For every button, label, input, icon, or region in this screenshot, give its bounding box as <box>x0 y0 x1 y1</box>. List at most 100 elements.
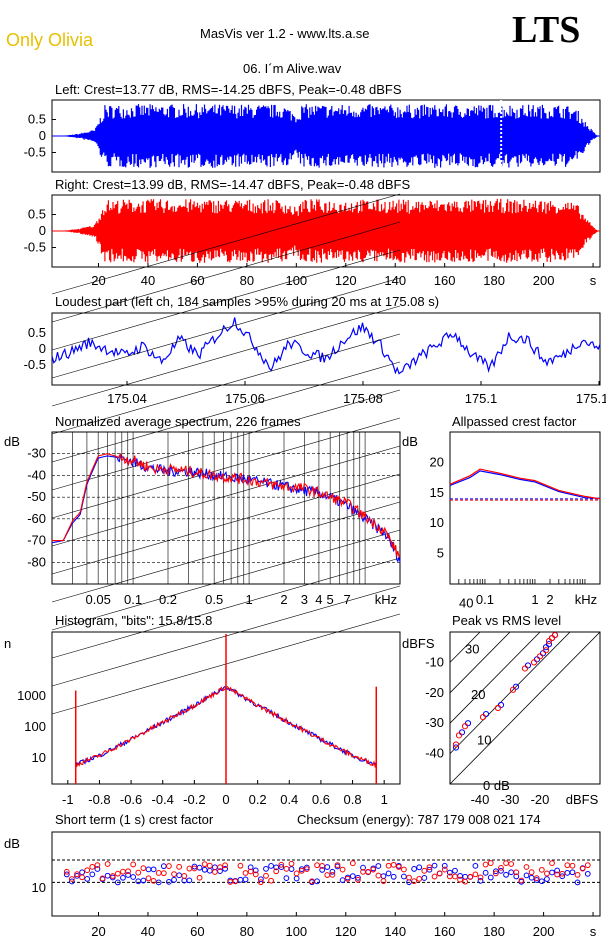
left-short-term-point <box>324 864 331 870</box>
left-short-term-point <box>477 877 484 884</box>
pvr-ytick: -10 <box>425 654 444 669</box>
left-short-term-point <box>554 867 561 874</box>
spectrum-slope-line <box>51 529 401 631</box>
right-short-term-point <box>503 860 509 867</box>
pvr-xtick: -20 <box>531 792 550 807</box>
histogram-xtick: 0.2 <box>249 792 267 807</box>
left-short-term-point <box>498 867 504 874</box>
right-short-term-point <box>395 864 402 870</box>
left-short-term-point <box>564 869 571 876</box>
spectrum-slope-line <box>51 389 401 491</box>
left-short-term-point <box>452 867 458 874</box>
left-short-term-point <box>84 875 91 882</box>
right-short-term-point <box>181 873 188 879</box>
right-short-term-point <box>569 862 576 869</box>
spectrum-slope-line <box>51 221 401 323</box>
allpass-xtick: 1 <box>531 592 538 607</box>
left-short-term-point <box>283 875 290 882</box>
left-short-term-point <box>278 864 285 870</box>
right-short-term-point <box>319 863 326 869</box>
pvr-xtick: dBFS <box>566 792 599 807</box>
short-term-xtick: 180 <box>483 924 505 939</box>
right-short-term-point <box>375 872 382 879</box>
left-short-term-point <box>355 874 361 881</box>
left-short-term-point <box>400 873 407 880</box>
right-short-term-point <box>513 869 520 876</box>
spectrum-xtick: 0.1 <box>124 592 142 607</box>
right-short-term-point <box>406 874 412 881</box>
loudest-ytick: -0.5 <box>24 357 46 372</box>
pvr-diagonal <box>449 631 511 694</box>
right-short-term-point <box>79 874 85 881</box>
right-pvr-point <box>542 647 550 654</box>
spectrum-xtick: kHz <box>375 592 397 607</box>
right-short-term-point <box>263 872 269 879</box>
left-pvr-point <box>533 656 541 663</box>
allpass-xtick: kHz <box>575 592 597 607</box>
allpass-xtick: 2 <box>546 592 553 607</box>
right-short-term-point <box>140 865 147 872</box>
left-short-term-point <box>130 874 137 880</box>
spectrum-slope-line <box>51 277 401 379</box>
histogram-xtick: 0.4 <box>280 792 298 807</box>
spectrum-ylabel: dB <box>4 434 20 449</box>
right-short-term-point <box>349 860 356 867</box>
pvr-title: Peak vs RMS level <box>452 613 562 628</box>
right-short-term-point <box>559 870 566 877</box>
pvr-xtick: -30 <box>501 792 520 807</box>
left-short-term-point <box>441 862 448 869</box>
right-short-term-point <box>201 861 208 868</box>
right-channel-xtick: 180 <box>483 273 505 288</box>
spectrum-slope-line <box>51 445 401 547</box>
allpass-ytick: 5 <box>437 546 444 561</box>
left-short-term-point <box>462 873 469 880</box>
pvr-ytick: -20 <box>425 685 444 700</box>
left-short-term-point <box>421 875 428 881</box>
right-pvr-point <box>494 704 502 712</box>
pvr-diagonal-label: 20 <box>471 687 485 702</box>
allpass-xtick: 0.1 <box>476 592 494 607</box>
loudest-ytick: 0 <box>39 341 46 356</box>
right-short-term-point <box>84 867 91 874</box>
right-short-term-point <box>441 866 448 873</box>
left-pvr-point <box>539 650 547 657</box>
left-short-term-point <box>79 869 85 876</box>
loudest-part-title: Loudest part (left ch, 184 samples >95% … <box>55 294 440 309</box>
right-short-term-point <box>171 871 177 877</box>
left-short-term-point <box>191 863 198 870</box>
histogram-xtick: 0.8 <box>344 792 362 807</box>
left-short-term-point <box>176 872 183 879</box>
checksum-label: Checksum (energy): 787 179 008 021 174 <box>297 812 541 827</box>
right-short-term-point <box>268 877 274 884</box>
spectrum-slope-line <box>51 333 401 435</box>
left-short-term-point <box>472 862 479 869</box>
left-short-term-point <box>319 866 326 873</box>
left-short-term-point <box>513 873 520 880</box>
spectrum-ytick: -70 <box>27 533 46 548</box>
right-short-term-point <box>252 871 259 878</box>
right-short-term-point <box>114 870 121 877</box>
right-short-term-point <box>344 875 351 882</box>
right-short-term-point <box>564 862 571 869</box>
right-pvr-point <box>530 659 538 666</box>
right-short-term-point <box>186 865 193 872</box>
spectrum-title: Normalized average spectrum, 226 frames <box>55 414 301 429</box>
loudest-ytick: 0.5 <box>28 325 46 340</box>
short-term-xtick: 60 <box>190 924 204 939</box>
right-short-term-point <box>508 861 515 867</box>
short-term-title: Short term (1 s) crest factor <box>55 812 214 827</box>
pvr-frame <box>449 631 601 785</box>
right-channel-xtick: s <box>590 273 597 288</box>
spectrum-xtick: 0.2 <box>159 592 177 607</box>
right-short-term-point <box>145 875 152 882</box>
right-short-term-point <box>452 873 458 880</box>
right-short-term-point <box>498 864 504 871</box>
histogram-ytick: 100 <box>24 719 46 734</box>
right-short-term-point <box>370 866 377 873</box>
right-short-term-point <box>492 870 499 877</box>
right-short-term-point <box>298 867 305 874</box>
right-short-term-point <box>166 863 172 869</box>
left-short-term-point <box>482 869 489 876</box>
brand-label: Only Olivia <box>6 30 94 50</box>
